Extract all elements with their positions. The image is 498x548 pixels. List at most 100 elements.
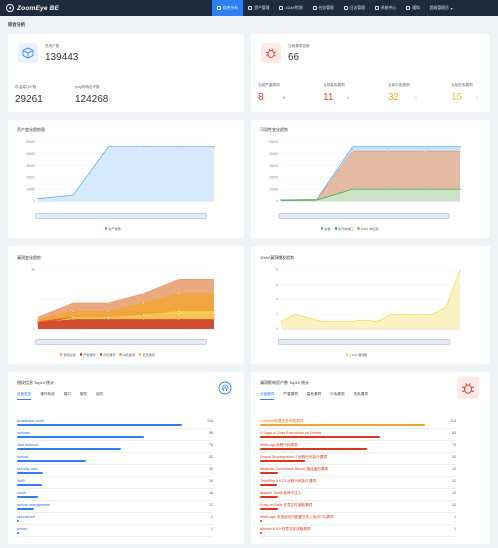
zoom-slider[interactable]	[278, 339, 450, 345]
tab-component[interactable]: 组件	[96, 392, 104, 396]
tab-low-vulns[interactable]: 低危漏洞	[353, 392, 368, 396]
list-item[interactable]: load balancer 78	[17, 443, 213, 453]
list-item[interactable]: WAP 19	[17, 479, 213, 489]
data-point	[459, 150, 461, 153]
list-item[interactable]: A Saga of Code Executions on Zimbra 83	[260, 431, 456, 441]
list-item[interactable]: Atlassian Confluence Server 路径遍历漏洞 12	[260, 467, 456, 477]
nav-item-overview[interactable]: 综合分析	[212, 0, 244, 16]
item-name[interactable]: WAP	[17, 479, 26, 483]
item-bar	[17, 532, 19, 534]
item-name[interactable]: Drupal Drupalgeddon 2 远程代码执行漏洞	[260, 455, 327, 459]
nav-item-system[interactable]: 系统中心	[370, 0, 401, 16]
list-item[interactable]: router 16	[17, 491, 213, 501]
list-item[interactable]: printer 1	[17, 527, 213, 537]
list-item[interactable]: Coremail配置信息泄露漏洞 113	[260, 419, 456, 429]
item-name[interactable]: printer	[17, 527, 28, 531]
list-item[interactable]: Ruby on Rails 任意文件读取漏洞 12	[260, 503, 456, 513]
item-name[interactable]: remote management	[17, 503, 51, 507]
list-item[interactable]: ThinkPhp 5.0.23 远程代码执行漏洞 11	[260, 479, 456, 489]
list-item[interactable]: Apache Tika头部命令注入 12	[260, 491, 456, 501]
item-name[interactable]: Atlassian Confluence Server 路径遍历漏洞	[260, 467, 328, 471]
tab-medium-vulns[interactable]: 中危漏洞	[330, 392, 345, 396]
vuln-tabs: 全部漏洞 严重漏洞 高危漏洞 中危漏洞 低危漏洞	[260, 392, 368, 400]
item-name[interactable]: broadband router	[17, 419, 45, 423]
item-name[interactable]: load balancer	[17, 443, 39, 447]
item-name[interactable]: security-misc	[17, 467, 38, 471]
series-line	[280, 151, 460, 201]
item-count: 20	[209, 467, 213, 471]
data-point	[37, 318, 39, 321]
data-point	[387, 188, 390, 191]
item-count: 12	[452, 491, 456, 495]
list-item[interactable]: Metinfo 6.0.0 任意文件读取漏洞 1	[260, 527, 456, 537]
tab-os[interactable]: 操作系统	[40, 392, 55, 396]
high-sub: 4	[347, 96, 349, 100]
item-name[interactable]: Ruby on Rails 任意文件读取漏洞	[260, 503, 313, 507]
legend-item[interactable]: 有开放端口	[334, 226, 353, 231]
legend-item[interactable]: 1 DAY漏洞数	[346, 352, 367, 357]
item-name[interactable]: Coremail配置信息泄露漏洞	[260, 419, 304, 423]
tab-severe-vulns[interactable]: 严重漏洞	[283, 392, 298, 396]
series-line	[37, 279, 214, 318]
item-name[interactable]: WebLogic远程代码漏洞	[260, 443, 298, 447]
item-count: 78	[209, 443, 213, 447]
item-name[interactable]: A Saga of Code Executions on Zimbra	[260, 431, 321, 435]
item-name[interactable]: Apache Tika头部命令注入	[260, 491, 302, 495]
item-name[interactable]: firewall	[17, 455, 29, 459]
data-point	[142, 313, 145, 316]
item-name[interactable]: router	[17, 491, 27, 495]
legend-item[interactable]: 漏洞总数	[60, 352, 76, 357]
nav-item-1day[interactable]: 1DAY检测	[274, 0, 307, 16]
legend-item[interactable]: 严重漏洞	[79, 352, 96, 357]
list-item[interactable]: firewall 52	[17, 455, 213, 465]
legend-item[interactable]: 低危漏洞	[139, 352, 155, 357]
nav-item-logs[interactable]: 日志管理	[339, 0, 370, 16]
list-item[interactable]: webcam 95	[17, 431, 213, 441]
top-nav: ZoomEye BE 综合分析 资产管理 1DAY检测 任务管理 日志管理 系统…	[0, 0, 498, 16]
item-name[interactable]: specialized	[17, 515, 35, 519]
item-name[interactable]: Metinfo 6.0.0 任意文件读取漏洞	[260, 527, 311, 531]
item-count: 1	[454, 527, 456, 531]
list-item[interactable]: Drupal Drupalgeddon 2 远程代码执行漏洞 30	[260, 455, 456, 465]
tab-all-vulns[interactable]: 全部漏洞	[260, 392, 275, 400]
nav-item-assets[interactable]: 资产管理	[243, 0, 274, 16]
vuln-trend-card: 漏洞变化趋势 50 0 漏洞总数 严重漏洞 高危漏洞 中危漏洞 低危漏洞	[8, 246, 244, 364]
data-point	[213, 278, 215, 281]
legend-item[interactable]: PING 响应机	[357, 226, 379, 231]
legend-item[interactable]: 总数	[321, 226, 331, 231]
item-name[interactable]: WebLogic 未授权访问配置文件上传(RCE)漏洞	[260, 515, 334, 519]
list-item[interactable]: WebLogic远程代码漏洞 73	[260, 443, 456, 453]
legend-item[interactable]: 资产数量	[105, 226, 121, 231]
list-item[interactable]: specialized 1	[17, 515, 213, 525]
medium-label: 当前中危漏洞	[388, 83, 410, 87]
chevron-down-icon: ▾	[450, 6, 453, 11]
list-item[interactable]: WebLogic 未授权访问配置文件上传(RCE)漏洞 1	[260, 515, 456, 525]
legend-item[interactable]: 中危漏洞	[119, 352, 135, 357]
list-item[interactable]: broadband router 124	[17, 419, 213, 429]
nav-item-user[interactable]: 超级管理员 ▾	[429, 5, 453, 11]
item-name[interactable]: webcam	[17, 431, 31, 435]
vuln-top10-card: 漏洞影响资产数 Top10 统计 全部漏洞 严重漏洞 高危漏洞 中危漏洞 低危漏…	[251, 372, 490, 544]
list-item[interactable]: security-misc 20	[17, 467, 213, 477]
data-point	[142, 145, 145, 148]
zoom-slider[interactable]	[35, 213, 207, 219]
data-point	[321, 320, 324, 323]
list-item[interactable]: remote management 12	[17, 503, 213, 513]
tab-service[interactable]: 服务	[79, 392, 88, 396]
item-bar	[17, 460, 87, 462]
nav-item-notify[interactable]: 通知	[401, 0, 425, 16]
legend-item[interactable]: 高危漏洞	[99, 352, 115, 357]
data-point	[142, 302, 145, 304]
brand[interactable]: ZoomEye BE	[0, 4, 212, 12]
tab-port[interactable]: 端口	[63, 392, 71, 396]
item-name[interactable]: ThinkPhp 5.0.23 远程代码执行漏洞	[260, 479, 316, 483]
nav-item-tasks[interactable]: 任务管理	[308, 0, 339, 16]
tab-device-type[interactable]: 设备类型	[17, 392, 32, 400]
tab-high-vulns[interactable]: 高危漏洞	[306, 392, 322, 396]
zoom-slider[interactable]	[278, 213, 450, 219]
data-point	[72, 310, 75, 313]
series-line	[37, 310, 214, 326]
item-count: 16	[209, 491, 213, 495]
asset-icon-box	[18, 43, 38, 63]
zoom-slider[interactable]	[35, 339, 207, 345]
